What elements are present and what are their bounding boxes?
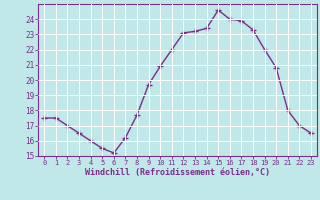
X-axis label: Windchill (Refroidissement éolien,°C): Windchill (Refroidissement éolien,°C) <box>85 168 270 177</box>
